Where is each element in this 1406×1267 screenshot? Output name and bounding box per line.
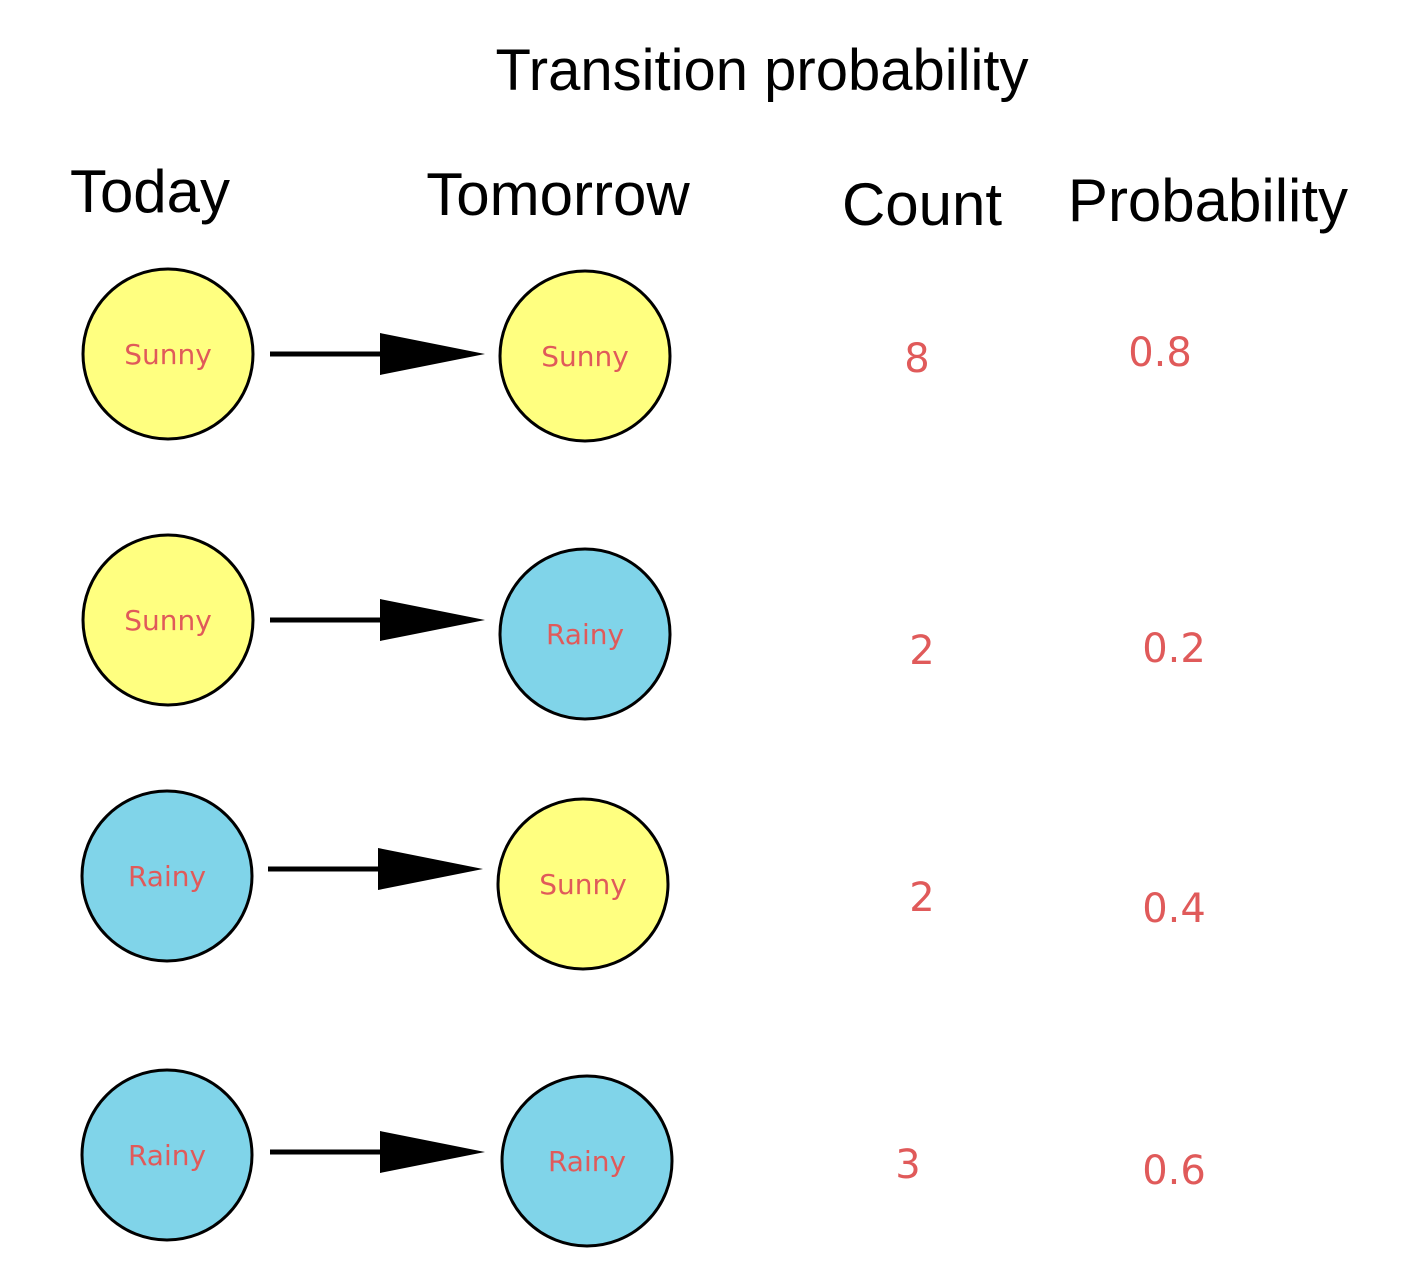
tomorrow-node: Sunny [496,797,670,971]
today-node: Rainy [80,789,254,963]
state-node-sunny [498,269,672,443]
state-node-sunny [81,267,255,441]
transition-row: Sunny Rainy 2 0.2 [81,533,1206,721]
count-value: 2 [909,875,934,921]
transition-row: Sunny Sunny 8 0.8 [81,267,1192,443]
arrow-head [378,848,483,890]
probability-value: 0.6 [1142,1148,1206,1194]
state-label: Sunny [124,604,212,637]
state-label: Rainy [128,1139,206,1172]
arrow-head [380,599,485,641]
transition-rows: Sunny Sunny 8 0.8 Sunny Rainy 2 0.2 Rainy Sunny 2 0… [80,267,1206,1248]
count-value: 2 [909,628,934,674]
tomorrow-node: Sunny [498,269,672,443]
count-value: 3 [895,1142,920,1188]
diagram-title: Transition probability [496,38,1029,103]
probability-value: 0.4 [1142,886,1206,932]
header-tomorrow: Tomorrow [426,161,690,228]
state-node-rainy [80,789,254,963]
tomorrow-node: Rainy [500,1074,674,1248]
header-count: Count [842,171,1002,238]
tomorrow-node: Rainy [498,547,672,721]
header-probability: Probability [1068,167,1348,234]
state-node-sunny [81,533,255,707]
today-node: Sunny [81,267,255,441]
state-label: Sunny [541,340,629,373]
today-node: Rainy [80,1068,254,1242]
probability-value: 0.8 [1128,330,1192,376]
arrow-head [380,333,485,375]
probability-value: 0.2 [1142,626,1206,672]
state-label: Sunny [539,868,627,901]
state-node-rainy [500,1074,674,1248]
state-label: Rainy [548,1145,626,1178]
header-today: Today [70,158,230,225]
transition-row: Rainy Sunny 2 0.4 [80,789,1206,971]
state-node-rainy [80,1068,254,1242]
state-label: Sunny [124,338,212,371]
state-node-sunny [496,797,670,971]
today-node: Sunny [81,533,255,707]
count-value: 8 [904,336,929,382]
state-node-rainy [498,547,672,721]
state-label: Rainy [546,618,624,651]
state-label: Rainy [128,860,206,893]
arrow-head [380,1131,485,1173]
transition-row: Rainy Rainy 3 0.6 [80,1068,1206,1248]
